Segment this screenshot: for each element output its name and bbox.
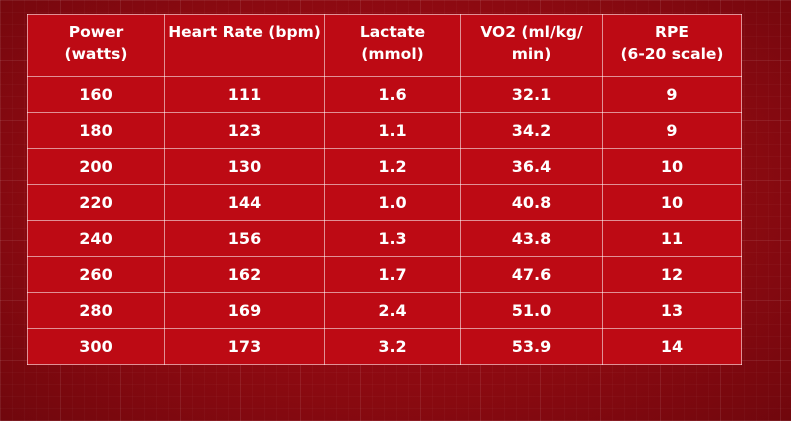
cell-lactate: 1.7 [324,256,461,293]
cell-vo2: 32.1 [460,76,603,113]
cell-rpe: 14 [602,328,742,365]
cell-vo2: 36.4 [460,148,603,185]
cell-rpe: 12 [602,256,742,293]
cell-rpe: 9 [602,112,742,149]
header-vo2: VO2 (ml/kg/ min) [460,14,603,77]
cell-vo2: 40.8 [460,184,603,221]
cell-vo2: 47.6 [460,256,603,293]
cell-power: 240 [27,220,165,257]
cell-lactate: 1.2 [324,148,461,185]
cell-heart-rate: 173 [164,328,325,365]
cell-vo2: 51.0 [460,292,603,329]
cell-lactate: 1.6 [324,76,461,113]
cell-power: 260 [27,256,165,293]
cell-lactate: 3.2 [324,328,461,365]
table-row: 300 173 3.2 53.9 14 [27,328,742,365]
cell-power: 300 [27,328,165,365]
table-row: 200 130 1.2 36.4 10 [27,148,742,185]
table-row: 280 169 2.4 51.0 13 [27,292,742,329]
table-row: 180 123 1.1 34.2 9 [27,112,742,149]
cell-power: 220 [27,184,165,221]
cell-rpe: 10 [602,148,742,185]
cell-rpe: 11 [602,220,742,257]
cell-lactate: 1.1 [324,112,461,149]
cell-vo2: 43.8 [460,220,603,257]
cell-vo2: 53.9 [460,328,603,365]
cell-vo2: 34.2 [460,112,603,149]
data-table: Power (watts) Heart Rate (bpm) Lactate (… [27,14,742,365]
cell-power: 280 [27,292,165,329]
cell-power: 160 [27,76,165,113]
cell-lactate: 1.3 [324,220,461,257]
table-row: 220 144 1.0 40.8 10 [27,184,742,221]
header-heart-rate: Heart Rate (bpm) [164,14,325,77]
header-lactate: Lactate (mmol) [324,14,461,77]
cell-rpe: 13 [602,292,742,329]
header-row: Power (watts) Heart Rate (bpm) Lactate (… [27,14,742,77]
table-row: 260 162 1.7 47.6 12 [27,256,742,293]
cell-heart-rate: 130 [164,148,325,185]
header-power: Power (watts) [27,14,165,77]
cell-lactate: 2.4 [324,292,461,329]
cell-heart-rate: 156 [164,220,325,257]
header-rpe: RPE (6-20 scale) [602,14,742,77]
cell-heart-rate: 169 [164,292,325,329]
cell-heart-rate: 144 [164,184,325,221]
cell-heart-rate: 111 [164,76,325,113]
table-body: 160 111 1.6 32.1 9 180 123 1.1 34.2 9 200 130 1.2 36.… [27,76,742,365]
table-row: 160 111 1.6 32.1 9 [27,76,742,113]
table-row: 240 156 1.3 43.8 11 [27,220,742,257]
cell-power: 200 [27,148,165,185]
cell-rpe: 9 [602,76,742,113]
cell-rpe: 10 [602,184,742,221]
cell-power: 180 [27,112,165,149]
cell-heart-rate: 162 [164,256,325,293]
cell-lactate: 1.0 [324,184,461,221]
cell-heart-rate: 123 [164,112,325,149]
